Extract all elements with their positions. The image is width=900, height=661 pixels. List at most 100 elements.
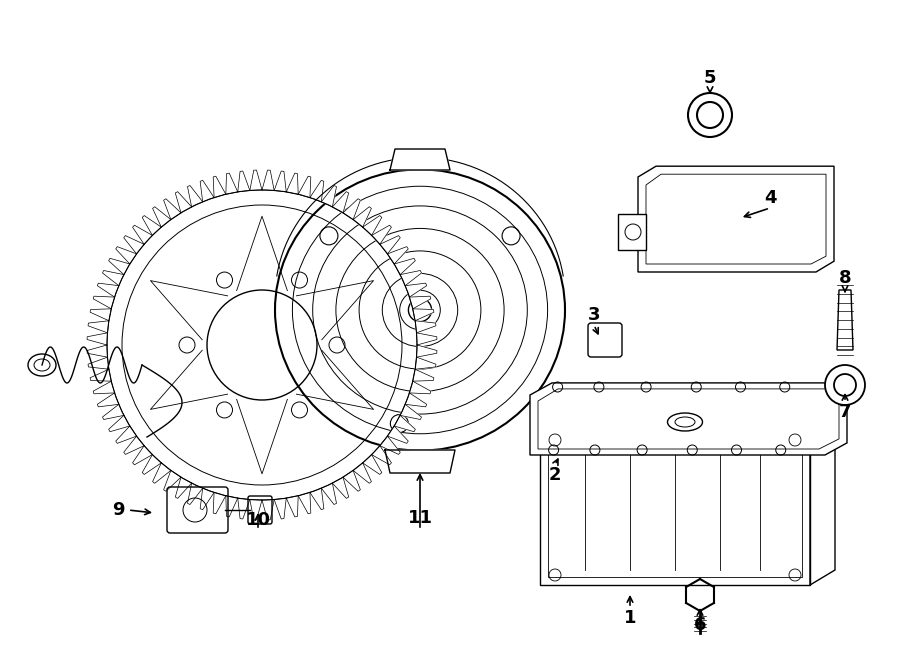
Polygon shape bbox=[87, 333, 107, 345]
Polygon shape bbox=[123, 436, 144, 454]
Polygon shape bbox=[387, 426, 409, 444]
Text: 8: 8 bbox=[839, 269, 851, 287]
Text: 3: 3 bbox=[588, 306, 600, 324]
Polygon shape bbox=[274, 498, 286, 519]
Polygon shape bbox=[321, 483, 337, 504]
Polygon shape bbox=[298, 176, 310, 198]
Polygon shape bbox=[310, 488, 324, 510]
Polygon shape bbox=[400, 405, 421, 420]
Polygon shape bbox=[250, 500, 262, 520]
Polygon shape bbox=[103, 270, 124, 286]
Polygon shape bbox=[410, 381, 431, 394]
Polygon shape bbox=[153, 207, 171, 227]
Polygon shape bbox=[116, 426, 137, 444]
Polygon shape bbox=[385, 450, 455, 473]
Polygon shape bbox=[400, 270, 421, 286]
Polygon shape bbox=[262, 170, 274, 190]
Polygon shape bbox=[310, 180, 324, 202]
Polygon shape bbox=[415, 357, 436, 369]
Polygon shape bbox=[90, 309, 112, 321]
Polygon shape bbox=[164, 471, 181, 491]
Polygon shape bbox=[109, 258, 130, 274]
Polygon shape bbox=[394, 415, 416, 432]
Polygon shape bbox=[415, 321, 436, 333]
Polygon shape bbox=[380, 436, 400, 454]
Polygon shape bbox=[142, 215, 161, 235]
Polygon shape bbox=[298, 492, 310, 514]
Polygon shape bbox=[372, 446, 392, 465]
Polygon shape bbox=[132, 446, 152, 465]
Polygon shape bbox=[213, 176, 226, 198]
Polygon shape bbox=[132, 225, 152, 245]
Polygon shape bbox=[176, 192, 192, 213]
Polygon shape bbox=[103, 405, 124, 420]
Polygon shape bbox=[417, 345, 436, 357]
Polygon shape bbox=[200, 180, 214, 202]
Polygon shape bbox=[262, 500, 274, 520]
Polygon shape bbox=[226, 496, 238, 517]
Polygon shape bbox=[94, 296, 114, 309]
Polygon shape bbox=[176, 477, 192, 498]
Text: 11: 11 bbox=[408, 509, 433, 527]
Polygon shape bbox=[394, 258, 416, 274]
Polygon shape bbox=[530, 383, 847, 455]
Polygon shape bbox=[387, 247, 409, 264]
Polygon shape bbox=[274, 171, 286, 192]
Polygon shape bbox=[405, 283, 427, 297]
Polygon shape bbox=[372, 225, 392, 245]
Polygon shape bbox=[332, 192, 348, 213]
Polygon shape bbox=[90, 369, 112, 381]
Polygon shape bbox=[413, 369, 434, 381]
Polygon shape bbox=[286, 173, 298, 194]
Polygon shape bbox=[405, 393, 427, 407]
Text: 2: 2 bbox=[549, 466, 562, 484]
Text: 1: 1 bbox=[624, 609, 636, 627]
Polygon shape bbox=[187, 483, 202, 504]
Text: 9: 9 bbox=[112, 501, 124, 519]
Polygon shape bbox=[286, 496, 298, 517]
Polygon shape bbox=[353, 463, 372, 483]
Polygon shape bbox=[187, 186, 202, 207]
Ellipse shape bbox=[668, 413, 703, 431]
Circle shape bbox=[825, 365, 865, 405]
Polygon shape bbox=[238, 498, 250, 519]
Polygon shape bbox=[116, 247, 137, 264]
Polygon shape bbox=[343, 471, 360, 491]
Text: 6: 6 bbox=[694, 616, 706, 634]
Polygon shape bbox=[88, 321, 109, 333]
Circle shape bbox=[688, 93, 732, 137]
Polygon shape bbox=[250, 170, 262, 190]
Text: 10: 10 bbox=[246, 511, 271, 529]
Polygon shape bbox=[97, 283, 119, 297]
Polygon shape bbox=[164, 199, 181, 219]
Polygon shape bbox=[413, 309, 434, 321]
Polygon shape bbox=[380, 235, 400, 254]
Text: 4: 4 bbox=[764, 189, 776, 207]
Polygon shape bbox=[200, 488, 214, 510]
Text: 5: 5 bbox=[704, 69, 716, 87]
Polygon shape bbox=[321, 186, 337, 207]
Polygon shape bbox=[343, 199, 360, 219]
Polygon shape bbox=[417, 333, 436, 345]
Text: 7: 7 bbox=[839, 403, 851, 421]
Polygon shape bbox=[837, 290, 853, 350]
Polygon shape bbox=[410, 296, 431, 309]
Polygon shape bbox=[390, 149, 450, 170]
Polygon shape bbox=[363, 215, 382, 235]
Polygon shape bbox=[226, 173, 238, 194]
Polygon shape bbox=[363, 455, 382, 475]
Polygon shape bbox=[353, 207, 372, 227]
FancyBboxPatch shape bbox=[588, 323, 622, 357]
Polygon shape bbox=[332, 477, 348, 498]
Polygon shape bbox=[238, 171, 250, 192]
Polygon shape bbox=[213, 492, 226, 514]
Polygon shape bbox=[88, 357, 109, 369]
Polygon shape bbox=[109, 415, 130, 432]
Polygon shape bbox=[87, 345, 107, 357]
Polygon shape bbox=[142, 455, 161, 475]
Polygon shape bbox=[123, 235, 144, 254]
Polygon shape bbox=[153, 463, 171, 483]
Polygon shape bbox=[638, 166, 834, 272]
Polygon shape bbox=[618, 214, 646, 250]
Polygon shape bbox=[94, 381, 114, 394]
